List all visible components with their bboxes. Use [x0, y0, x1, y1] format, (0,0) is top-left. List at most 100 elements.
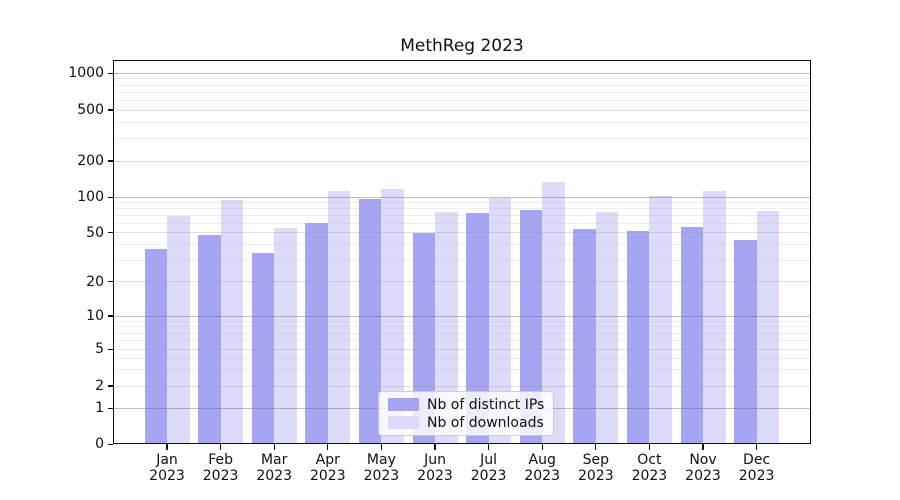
legend-label-downloads: Nb of downloads — [427, 414, 544, 431]
y-tick-label: 200 — [77, 153, 104, 169]
x-tick-label: Oct 2023 — [616, 452, 682, 484]
y-tick — [107, 109, 113, 111]
y-tick — [107, 407, 113, 409]
x-tick-month: Jun — [424, 452, 446, 468]
y-tick-label: 1000 — [68, 65, 104, 82]
bar-downloads — [703, 191, 726, 445]
gridline-minor — [113, 78, 811, 80]
x-tick-year: 2023 — [631, 468, 668, 484]
legend-item-downloads: Nb of downloads — [388, 414, 544, 431]
x-tick — [756, 444, 758, 450]
x-tick-month: Dec — [743, 452, 771, 468]
x-tick-month: Apr — [315, 452, 340, 468]
y-tick-label: 1 — [95, 400, 104, 417]
chart-title: MethReg 2023 — [400, 36, 524, 56]
bar-distinct-ips — [519, 209, 543, 445]
legend-item-distinct-ips: Nb of distinct IPs — [388, 396, 544, 413]
gridline-minor — [113, 215, 811, 217]
x-tick-month: Jan — [156, 452, 178, 468]
gridline — [113, 348, 811, 350]
x-tick — [541, 444, 543, 450]
bar-distinct-ips — [144, 248, 167, 445]
bar-distinct-ips — [198, 234, 221, 445]
x-tick — [434, 444, 436, 450]
y-tick — [107, 232, 113, 234]
x-tick — [380, 444, 382, 450]
x-tick-year: 2023 — [202, 468, 239, 484]
x-tick-month: Sep — [582, 452, 609, 468]
legend-swatch-distinct-ips — [388, 398, 419, 411]
x-tick-label: Mar 2023 — [241, 452, 307, 484]
x-tick-year: 2023 — [470, 468, 507, 484]
gridline-minor — [113, 222, 811, 224]
y-tick — [107, 315, 113, 317]
x-tick-label: Sep 2023 — [563, 452, 629, 484]
gridline-minor — [113, 244, 811, 246]
legend: Nb of distinct IPs Nb of downloads — [378, 391, 555, 436]
bar-downloads — [756, 211, 780, 445]
bar-distinct-ips — [305, 222, 328, 445]
bar-distinct-ips — [251, 253, 275, 445]
x-tick — [702, 444, 704, 450]
y-tick — [107, 385, 113, 387]
x-tick-label: May 2023 — [348, 452, 414, 484]
x-tick-label: Dec 2023 — [724, 452, 790, 484]
y-tick — [107, 443, 113, 445]
x-tick-month: Aug — [528, 452, 556, 468]
y-tick — [107, 196, 113, 198]
bar-downloads — [595, 211, 619, 445]
gridline-minor — [113, 320, 811, 322]
bar-downloads — [435, 211, 458, 445]
gridline — [113, 160, 811, 162]
bar-distinct-ips — [358, 199, 382, 445]
x-tick-year: 2023 — [149, 468, 185, 484]
bar-downloads — [381, 189, 404, 445]
x-tick-label: Jan 2023 — [134, 452, 200, 484]
bar-distinct-ips — [734, 239, 757, 445]
x-tick-month: May — [366, 452, 396, 468]
gridline-minor — [113, 259, 811, 261]
y-tick — [107, 281, 113, 283]
gridline — [113, 281, 811, 283]
gridline-minor — [113, 99, 811, 101]
gridline-minor — [113, 91, 811, 93]
gridline — [113, 72, 811, 74]
gridline — [113, 109, 811, 111]
bar-distinct-ips — [626, 230, 650, 445]
bar-downloads — [542, 182, 565, 445]
y-tick-label: 5 — [95, 341, 104, 358]
gridline-minor — [113, 326, 811, 328]
x-tick-year: 2023 — [309, 468, 346, 484]
x-tick-month: Nov — [689, 452, 717, 468]
gridline-minor — [113, 84, 811, 86]
gridline-minor — [113, 369, 811, 371]
gridline-minor — [113, 357, 811, 359]
bar-downloads — [649, 195, 672, 445]
bar-distinct-ips — [680, 226, 703, 445]
x-tick — [648, 444, 650, 450]
x-tick-label: Jul 2023 — [456, 452, 522, 484]
x-tick-year: 2023 — [417, 468, 453, 484]
gridline — [113, 232, 811, 234]
y-tick-label: 50 — [86, 224, 104, 241]
x-tick — [595, 444, 597, 450]
y-tick-label: 100 — [77, 189, 104, 206]
x-tick-year: 2023 — [577, 468, 614, 484]
bar-downloads — [220, 199, 244, 445]
x-tick-label: Jun 2023 — [402, 452, 468, 484]
y-tick — [107, 72, 113, 74]
gridline — [113, 196, 811, 198]
x-tick-label: Nov 2023 — [670, 452, 736, 484]
x-tick-year: 2023 — [524, 468, 560, 484]
x-tick-year: 2023 — [363, 468, 400, 484]
x-tick-year: 2023 — [685, 468, 721, 484]
gridline-minor — [113, 121, 811, 123]
bar-downloads — [327, 191, 351, 445]
x-tick-month: Jul — [480, 452, 498, 468]
gridline-minor — [113, 137, 811, 139]
bar-downloads — [488, 198, 512, 445]
legend-label-distinct-ips: Nb of distinct IPs — [427, 396, 545, 413]
x-tick-label: Feb 2023 — [188, 452, 254, 484]
gridline-minor — [113, 340, 811, 342]
